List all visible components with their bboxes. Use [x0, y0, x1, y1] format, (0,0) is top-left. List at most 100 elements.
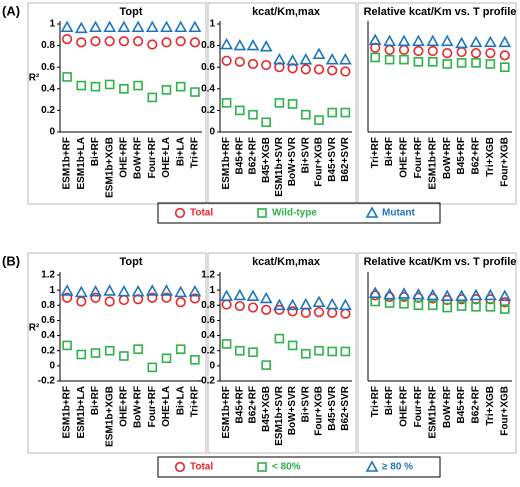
marker-triangle	[299, 297, 313, 310]
legend-label: Total	[190, 208, 213, 219]
marker-square	[427, 300, 438, 311]
marker-circle	[261, 59, 272, 71]
marker-triangle	[160, 284, 173, 296]
marker-triangle	[60, 284, 74, 296]
y-tick-label: 0	[209, 360, 215, 371]
marker-triangle	[174, 285, 188, 298]
marker-square	[161, 353, 172, 364]
x-tick-label: OHE+LA	[161, 137, 172, 178]
marker-triangle	[160, 20, 173, 33]
marker-triangle	[299, 52, 313, 65]
marker-triangle	[145, 20, 159, 33]
y-axis-label: R²	[29, 73, 40, 84]
marker-triangle	[365, 206, 379, 218]
marker-square	[190, 354, 200, 365]
marker-triangle	[273, 52, 286, 65]
marker-triangle	[89, 20, 102, 33]
marker-square	[147, 92, 158, 103]
x-tick-label: BoW+RF	[442, 137, 453, 179]
marker-square	[413, 56, 424, 67]
y-tick-label: 0.6	[41, 315, 55, 326]
y-tick-label: 0.4	[41, 83, 55, 94]
marker-square	[190, 87, 200, 97]
marker-square	[248, 109, 258, 120]
marker-square	[90, 81, 101, 92]
marker-square	[161, 85, 172, 95]
marker-square	[413, 300, 424, 311]
marker-triangle	[60, 20, 74, 33]
marker-circle	[174, 461, 186, 473]
x-tick-label: ESM1b+SVR	[274, 136, 285, 197]
marker-square	[456, 301, 467, 311]
marker-square	[442, 59, 453, 69]
x-tick-label: B62+RF	[471, 137, 482, 175]
x-tick-label: OHE+RF	[119, 386, 130, 427]
marker-square	[327, 107, 338, 118]
marker-square	[235, 345, 245, 356]
marker-triangle	[233, 288, 247, 301]
x-tick-label: BoW+SVR	[287, 136, 298, 186]
y-tick-label: 1	[209, 19, 215, 30]
y-tick-label: 1.2	[41, 270, 55, 281]
y-tick-label: 0.2	[201, 345, 215, 356]
marker-square	[133, 80, 143, 91]
x-tick-label: OHE+RF	[119, 137, 130, 178]
x-tick-label: Bi+SVR	[300, 136, 311, 173]
marker-circle	[61, 292, 73, 303]
x-tick-label: ESM1b+RF	[427, 386, 438, 439]
chart-title: Relative kcat/Km vs. T profile	[364, 6, 517, 18]
panel-frame	[357, 2, 517, 205]
y-tick-label: 0.4	[41, 330, 55, 341]
marker-circle	[76, 37, 87, 48]
marker-circle	[340, 308, 351, 319]
marker-circle	[398, 44, 410, 56]
marker-triangle	[103, 284, 117, 296]
x-tick-label: Four+RF	[413, 386, 424, 427]
chart-title: Relative kcat/Km vs. T profile	[364, 256, 517, 268]
marker-square	[287, 340, 298, 351]
y-tick-label: 0.8	[201, 300, 215, 311]
marker-circle	[161, 37, 172, 48]
marker-circle	[133, 36, 144, 47]
marker-triangle	[426, 288, 440, 301]
marker-triangle	[484, 288, 497, 301]
chart-title: kcat/Km,max	[252, 256, 321, 268]
y-tick-label: 0.2	[41, 345, 55, 356]
x-tick-label: ESM1b+LA	[76, 386, 87, 439]
marker-square	[62, 72, 72, 82]
y-tick-label: 0.8	[41, 40, 55, 51]
marker-circle	[287, 306, 298, 317]
marker-circle	[118, 36, 129, 47]
x-tick-label: B45+XGB	[261, 386, 272, 432]
marker-triangle	[246, 38, 260, 51]
x-tick-label: ESM1b+XGB	[104, 386, 115, 447]
marker-triangle	[426, 34, 440, 47]
marker-square	[300, 109, 311, 120]
marker-triangle	[484, 35, 497, 48]
x-tick-label: Four+XGB	[314, 386, 325, 436]
y-tick-label: -0.2	[198, 376, 216, 387]
marker-square	[133, 344, 143, 355]
marker-square	[471, 301, 481, 312]
marker-square	[119, 351, 129, 361]
marker-square	[257, 462, 267, 472]
marker-circle	[147, 39, 158, 50]
y-tick-label: 0.6	[41, 62, 55, 73]
marker-square	[261, 360, 272, 370]
marker-square	[327, 346, 338, 357]
marker-circle	[90, 292, 101, 303]
marker-triangle	[220, 37, 233, 50]
marker-square	[104, 345, 115, 356]
marker-square	[119, 84, 129, 94]
y-tick-label: -0.2	[38, 376, 56, 387]
y-tick-label: 0	[49, 127, 55, 138]
panel-frame	[357, 252, 517, 454]
marker-circle	[485, 48, 496, 59]
x-tick-label: ESM1b+SVR	[274, 385, 285, 446]
x-tick-label: BoW+SVR	[287, 385, 298, 435]
y-tick-label: 0.2	[41, 105, 55, 116]
marker-triangle	[383, 34, 396, 47]
marker-triangle	[440, 289, 454, 302]
y-tick-label: 1	[49, 285, 55, 296]
